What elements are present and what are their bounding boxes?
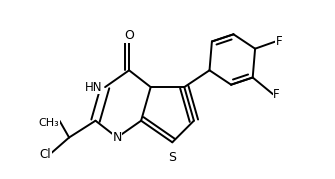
Text: O: O [124, 30, 134, 42]
Text: HN: HN [85, 81, 103, 94]
Text: CH₃: CH₃ [39, 118, 60, 128]
Text: N: N [113, 131, 122, 144]
Text: F: F [275, 35, 282, 48]
Text: Cl: Cl [40, 148, 51, 161]
Text: F: F [273, 88, 280, 101]
Text: S: S [168, 151, 176, 164]
